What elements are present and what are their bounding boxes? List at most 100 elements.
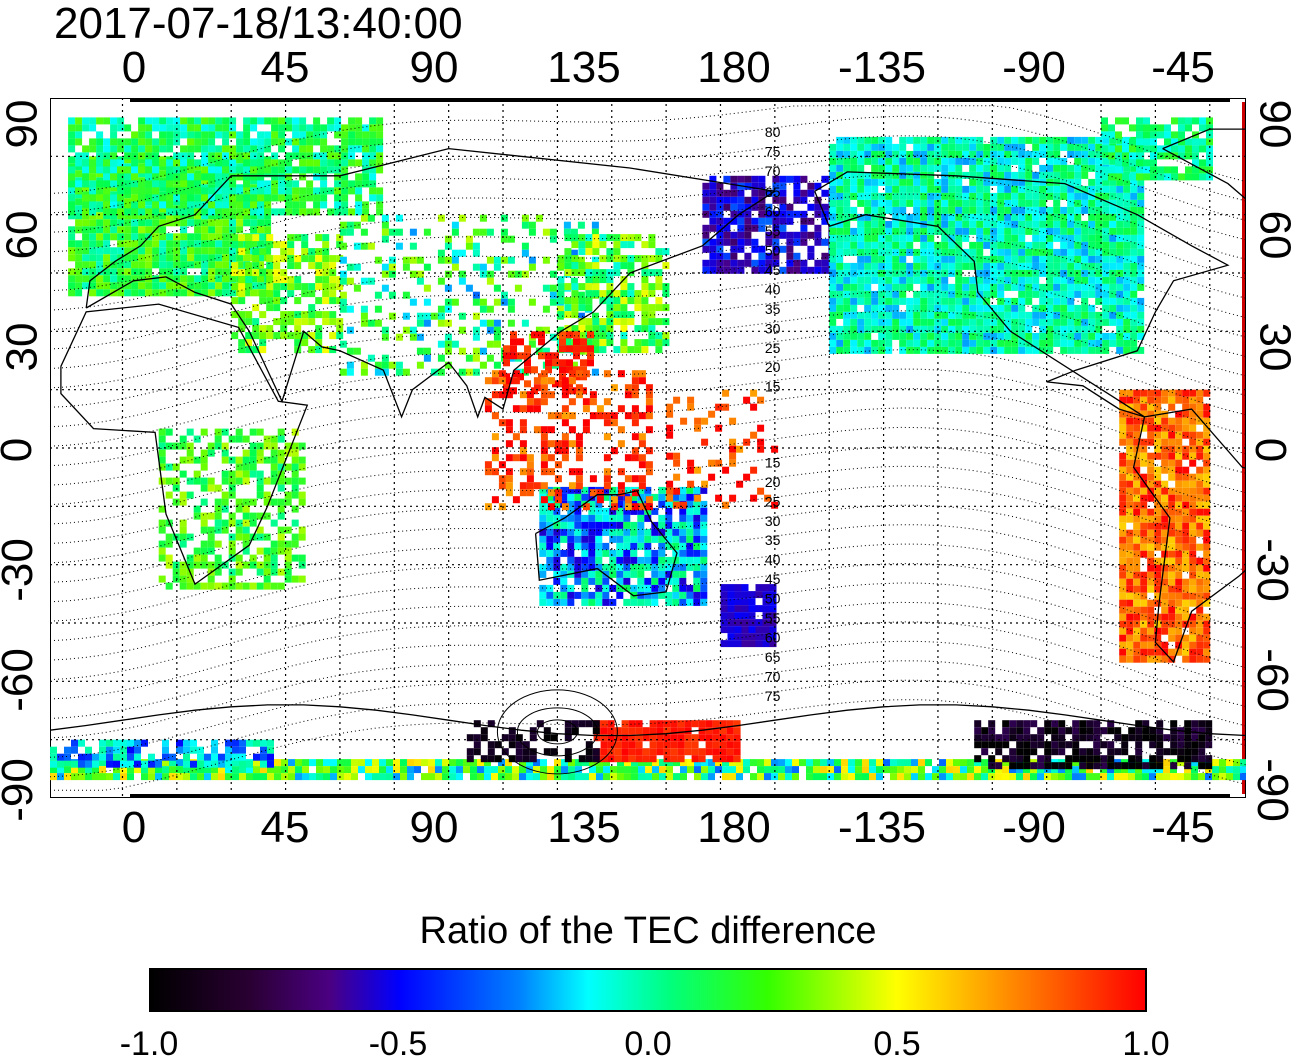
tec-cell <box>1130 248 1138 256</box>
tec-cell <box>291 484 299 492</box>
tec-cell <box>341 194 349 202</box>
frame-right-red <box>1242 102 1245 794</box>
tec-cell <box>1147 557 1155 565</box>
tec-cell <box>772 231 780 239</box>
tec-cell <box>1133 627 1141 635</box>
tec-cell <box>885 136 893 144</box>
tec-cell <box>709 259 717 267</box>
tec-cell <box>1175 424 1183 432</box>
tec-cell <box>591 228 599 236</box>
tec-cell <box>1115 145 1122 153</box>
tec-cell <box>1088 157 1096 165</box>
tec-cell <box>920 150 928 158</box>
tec-cell <box>955 304 963 312</box>
tec-cell <box>1161 627 1169 635</box>
tec-cell <box>948 220 956 228</box>
tec-cell <box>1081 283 1089 291</box>
tec-cell <box>549 270 557 278</box>
tec-cell <box>1109 136 1117 144</box>
tec-cell <box>1074 206 1082 214</box>
top-lon-tick: -45 <box>1151 43 1215 92</box>
tec-cell <box>110 226 118 234</box>
tec-cell <box>976 276 984 284</box>
tec-cell <box>222 117 230 125</box>
tec-cell <box>580 366 587 374</box>
tec-cell <box>89 289 97 297</box>
tec-cell <box>906 227 914 235</box>
tec-cell <box>75 187 83 195</box>
tec-cell <box>68 156 76 164</box>
tec-cell <box>941 255 949 263</box>
tec-cell <box>131 268 139 276</box>
tec-cell <box>517 338 524 346</box>
tec-cell <box>524 366 531 374</box>
top-lon-tick: 135 <box>547 43 621 92</box>
tec-cell <box>743 396 751 404</box>
tec-cell <box>201 226 209 234</box>
tec-cell <box>1074 325 1082 333</box>
tec-cell <box>145 180 153 188</box>
tec-cell <box>631 384 639 392</box>
tec-cell <box>1088 325 1096 333</box>
tec-cell <box>878 220 886 228</box>
tec-cell <box>235 435 243 443</box>
tec-cell <box>1109 241 1117 249</box>
tec-cell <box>1011 234 1019 242</box>
tec-cell <box>298 477 306 485</box>
tec-cell <box>96 194 104 202</box>
tec-cell <box>983 157 991 165</box>
tec-cell <box>927 150 935 158</box>
tec-cell <box>741 633 749 641</box>
tec-cell <box>1137 276 1145 284</box>
tec-cell <box>214 498 222 506</box>
tec-cell <box>885 234 893 242</box>
tec-cell <box>1168 487 1176 495</box>
tec-cell <box>451 228 459 236</box>
tec-cell <box>871 206 879 214</box>
tec-cell <box>955 283 963 291</box>
tec-cell <box>864 255 872 263</box>
tec-cell <box>553 549 561 557</box>
tec-cell <box>458 368 466 376</box>
tec-cell <box>1119 543 1127 551</box>
tec-cell <box>322 234 330 242</box>
tec-cell <box>751 189 759 197</box>
tec-cell <box>1147 438 1155 446</box>
tec-cell <box>152 194 160 202</box>
tec-cell <box>906 234 914 242</box>
tec-cell <box>1088 304 1096 312</box>
tec-cell <box>702 259 710 267</box>
tec-cell <box>617 482 625 490</box>
tec-cell <box>1140 501 1148 509</box>
tec-cell <box>871 213 879 221</box>
tec-cell <box>236 131 244 139</box>
tec-cell <box>1182 403 1190 411</box>
tec-cell <box>850 213 858 221</box>
tec-cell <box>284 491 292 499</box>
tec-cell <box>158 463 166 471</box>
tec-cell <box>280 241 288 249</box>
tec-cell <box>278 117 286 125</box>
tec-cell <box>616 556 624 564</box>
tec-cell <box>1032 234 1040 242</box>
tec-cell <box>1123 255 1131 263</box>
tec-cell <box>1168 494 1176 502</box>
tec-cell <box>1189 508 1197 516</box>
tec-cell <box>666 487 674 495</box>
tec-cell <box>644 528 652 536</box>
tec-cell <box>484 461 492 469</box>
tec-cell <box>871 248 879 256</box>
tec-cell <box>560 570 568 578</box>
tec-cell <box>528 298 536 306</box>
tec-cell <box>857 262 865 270</box>
tec-cell <box>1203 550 1211 558</box>
tec-cell <box>892 164 900 172</box>
tec-cell <box>259 311 267 319</box>
tec-cell <box>686 563 694 571</box>
tec-cell <box>187 282 195 290</box>
tec-cell <box>580 359 587 367</box>
tec-cell <box>479 361 487 369</box>
tec-cell <box>857 297 865 305</box>
tec-cell <box>491 412 499 420</box>
tec-cell <box>913 157 921 165</box>
